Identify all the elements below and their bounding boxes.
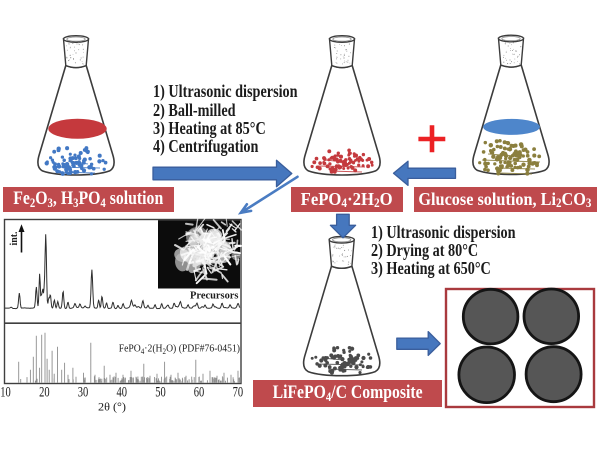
svg-text:70: 70 xyxy=(233,385,244,401)
svg-text:int.: int. xyxy=(8,231,20,245)
svg-text:30: 30 xyxy=(78,385,89,401)
svg-text:2θ (°): 2θ (°) xyxy=(98,401,126,413)
svg-text:50: 50 xyxy=(155,385,166,401)
svg-text:FePO4·2(H2O) (PDF#76-0451): FePO4·2(H2O) (PDF#76-0451) xyxy=(119,343,240,356)
svg-text:60: 60 xyxy=(194,385,205,401)
svg-text:20: 20 xyxy=(39,385,50,401)
svg-text:Precursors: Precursors xyxy=(190,290,239,301)
svg-text:10: 10 xyxy=(0,385,11,401)
svg-text:40: 40 xyxy=(117,385,128,401)
